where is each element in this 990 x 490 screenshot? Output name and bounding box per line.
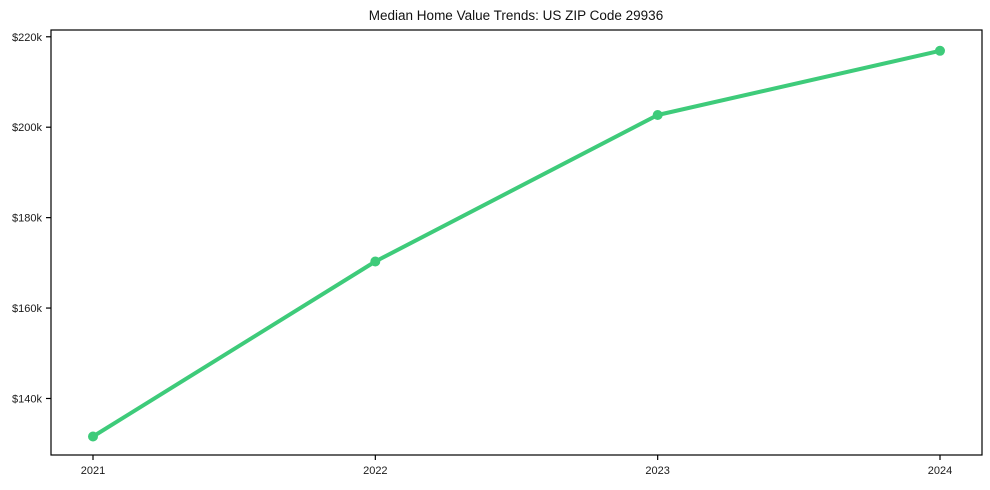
x-tick-label: 2022 — [363, 465, 387, 477]
data-point-marker — [935, 45, 945, 56]
plot-frame — [50, 29, 983, 456]
x-axis: 2021 2022 2023 2024 — [81, 455, 952, 477]
y-tick-label: $140k — [12, 393, 42, 405]
x-tick-label: 2024 — [928, 465, 952, 477]
x-tick-label: 2021 — [81, 465, 105, 477]
chart-title: Median Home Value Trends: US ZIP Code 29… — [369, 8, 663, 23]
y-tick-label: $200k — [12, 122, 42, 134]
median-home-value-series — [88, 45, 945, 442]
x-tick-label: 2023 — [645, 465, 669, 477]
data-point-marker — [652, 110, 663, 120]
y-tick-label: $220k — [12, 32, 42, 44]
data-point-marker — [370, 256, 381, 267]
plot-border — [50, 29, 983, 456]
y-tick-label: $180k — [12, 213, 42, 225]
trend-line — [91, 48, 942, 439]
data-point-marker — [88, 431, 98, 442]
y-tick-label: $160k — [12, 303, 42, 315]
y-axis: $140k $160k $180k $200k $220k — [12, 32, 51, 405]
